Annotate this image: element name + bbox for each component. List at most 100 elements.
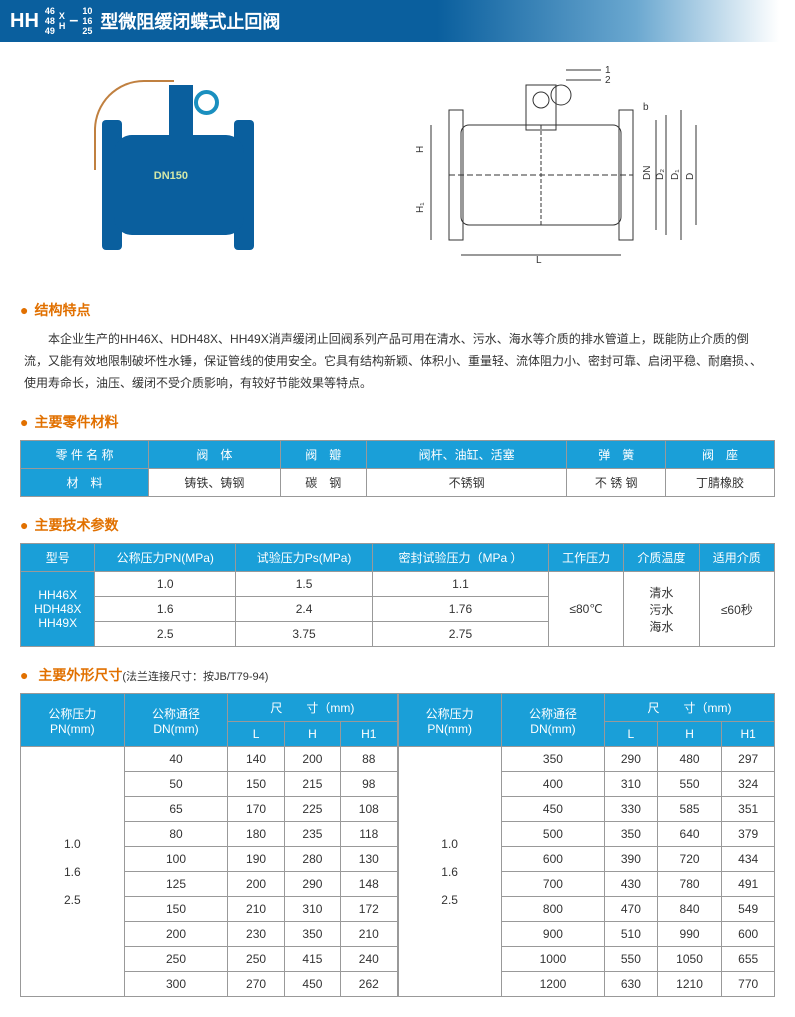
dim-cell: 390 <box>605 847 658 872</box>
dim-cell: 50 <box>124 772 228 797</box>
dim-cell: 210 <box>341 922 397 947</box>
dim-cell: 900 <box>501 922 604 947</box>
mat-h5: 阀 座 <box>666 441 775 469</box>
p-r2c2: 2.75 <box>373 622 549 647</box>
dim-cell: 125 <box>124 872 228 897</box>
dim-cell: 230 <box>228 922 284 947</box>
dim-cell: 350 <box>501 747 604 772</box>
dim-cell: 65 <box>124 797 228 822</box>
dim-cell: 118 <box>341 822 397 847</box>
p-r2c0: 2.5 <box>95 622 236 647</box>
title-dash: – <box>69 12 78 30</box>
p-h5: 介质温度 <box>624 544 699 572</box>
dim-cell: 600 <box>722 922 775 947</box>
dim-cell: 215 <box>284 772 340 797</box>
dim-cell: 172 <box>341 897 397 922</box>
dim-cell: 720 <box>657 847 722 872</box>
dim-cell: 130 <box>341 847 397 872</box>
dl-h0: 公称压力 PN(mm) <box>21 694 125 747</box>
dim-cell: 550 <box>657 772 722 797</box>
dim-cell: 470 <box>605 897 658 922</box>
title-bar: HH 46 48 49 X H – 10 16 25 型微阻缓闭蝶式止回阀 <box>0 0 795 42</box>
mat-h3: 阀杆、油缸、活塞 <box>366 441 567 469</box>
dim-cell: 351 <box>722 797 775 822</box>
dim-cell: 108 <box>341 797 397 822</box>
mat-c4: 丁腈橡胶 <box>666 469 775 497</box>
dr-s0: L <box>605 722 658 747</box>
dims-title: 主要外形尺寸(法兰连接尺寸：按JB/T79-94) <box>20 665 775 685</box>
dim-pn: 1.0 1.6 2.5 <box>398 747 501 997</box>
dim-cell: 148 <box>341 872 397 897</box>
dim-cell: 210 <box>228 897 284 922</box>
dim-cell: 585 <box>657 797 722 822</box>
dim-cell: 170 <box>228 797 284 822</box>
dim-cell: 330 <box>605 797 658 822</box>
dim-cell: 225 <box>284 797 340 822</box>
dim-cell: 700 <box>501 872 604 897</box>
dim-cell: 770 <box>722 972 775 997</box>
dim-cell: 150 <box>124 897 228 922</box>
materials-title: 主要零件材料 <box>20 412 775 432</box>
title-rest: 型微阻缓闭蝶式止回阀 <box>100 8 280 34</box>
params-table: 型号 公称压力PN(MPa) 试验压力Ps(MPa) 密封试验压力（MPa ） … <box>20 543 775 647</box>
dim-cell: 415 <box>284 947 340 972</box>
p-h0: 型号 <box>21 544 95 572</box>
svg-text:D: D <box>685 172 696 179</box>
dim-cell: 780 <box>657 872 722 897</box>
mat-h1: 阀 体 <box>149 441 281 469</box>
dim-cell: 324 <box>722 772 775 797</box>
dim-cell: 655 <box>722 947 775 972</box>
svg-text:H₁: H₁ <box>415 201 426 212</box>
dim-cell: 235 <box>284 822 340 847</box>
dim-cell: 40 <box>124 747 228 772</box>
dim-pn: 1.0 1.6 2.5 <box>21 747 125 997</box>
dim-cell: 549 <box>722 897 775 922</box>
p-r0c1: 1.5 <box>236 572 373 597</box>
dim-cell: 480 <box>657 747 722 772</box>
technical-diagram: L H H₁ DN D₂ D₁ D 1 2 b <box>401 65 721 265</box>
title-stack3: 10 16 25 <box>82 6 92 36</box>
svg-text:b: b <box>643 102 649 113</box>
dim-cell: 350 <box>284 922 340 947</box>
title-stack1: 46 48 49 <box>45 6 55 36</box>
p-r1c1: 2.4 <box>236 597 373 622</box>
dim-cell: 88 <box>341 747 397 772</box>
dim-cell: 600 <box>501 847 604 872</box>
dims-table-left: 公称压力 PN(mm) 公称通径 DN(mm) 尺 寸（mm) L H H1 1… <box>20 693 398 997</box>
dim-cell: 1200 <box>501 972 604 997</box>
dr-h0: 公称压力 PN(mm) <box>398 694 501 747</box>
dr-h1: 公称通径 DN(mm) <box>501 694 604 747</box>
dim-cell: 297 <box>722 747 775 772</box>
title-prefix: HH <box>10 10 39 33</box>
dr-s2: H1 <box>722 722 775 747</box>
dim-cell: 640 <box>657 822 722 847</box>
dim-cell: 840 <box>657 897 722 922</box>
p-h3: 密封试验压力（MPa ） <box>373 544 549 572</box>
dim-cell: 1000 <box>501 947 604 972</box>
p-wp: ≤80℃ <box>548 572 623 647</box>
dl-s1: H <box>284 722 340 747</box>
dl-h1: 公称通径 DN(mm) <box>124 694 228 747</box>
mat-h0: 零 件 名 称 <box>21 441 149 469</box>
dim-cell: 310 <box>284 897 340 922</box>
structure-title: 结构特点 <box>20 300 775 320</box>
structure-section: 结构特点 本企业生产的HH46X、HDH48X、HH49X消声缓闭止回阀系列产品… <box>20 300 775 394</box>
mat-c3: 不 锈 钢 <box>567 469 666 497</box>
photo-label: DN150 <box>154 170 188 182</box>
p-r2c1: 3.75 <box>236 622 373 647</box>
dim-cell: 510 <box>605 922 658 947</box>
p-h4: 工作压力 <box>548 544 623 572</box>
mat-h2: 阀 瓣 <box>280 441 366 469</box>
mat-c0: 铸铁、铸钢 <box>149 469 281 497</box>
dim-cell: 100 <box>124 847 228 872</box>
dim-cell: 250 <box>124 947 228 972</box>
svg-text:D₁: D₁ <box>670 168 681 179</box>
dim-cell: 400 <box>501 772 604 797</box>
dim-cell: 550 <box>605 947 658 972</box>
dim-cell: 140 <box>228 747 284 772</box>
dim-cell: 434 <box>722 847 775 872</box>
p-r0c0: 1.0 <box>95 572 236 597</box>
mat-c1: 碳 钢 <box>280 469 366 497</box>
p-r0c2: 1.1 <box>373 572 549 597</box>
dim-cell: 430 <box>605 872 658 897</box>
